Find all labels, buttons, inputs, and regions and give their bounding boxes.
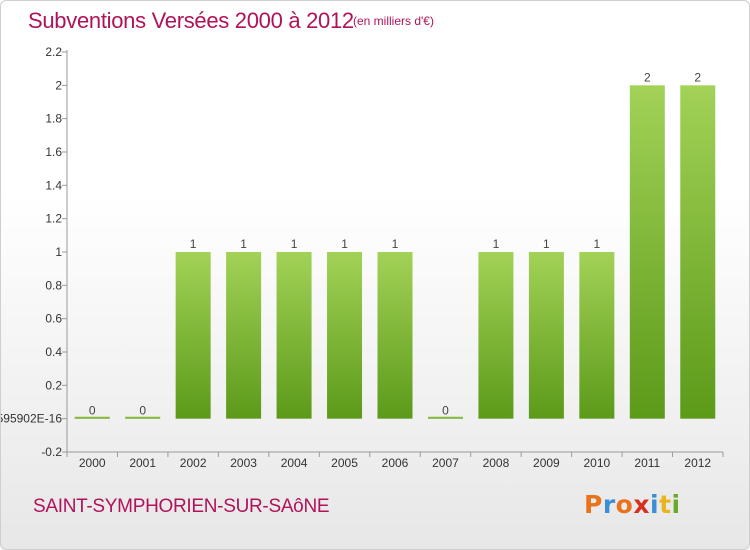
y-tick-label: 1 — [55, 245, 62, 259]
data-label: 1 — [543, 237, 550, 251]
y-tick-label: 2 — [55, 78, 62, 92]
x-tick-label: 2006 — [382, 456, 409, 470]
bar — [629, 85, 665, 419]
y-tick-label: -0.2 — [41, 445, 62, 459]
data-label: 1 — [493, 237, 500, 251]
bar — [528, 252, 564, 419]
y-tick-label: 0.6 — [45, 312, 62, 326]
chart-axes: -0.2 -1.5265566588595902E-16 0.2 0.4 0.6 0.8 1… — [1, 45, 724, 470]
y-tick-label: 1.6 — [45, 145, 62, 159]
x-tick-label: 2003 — [230, 456, 257, 470]
x-tick-label: 2007 — [432, 456, 459, 470]
y-tick-label: 1.2 — [45, 212, 62, 226]
data-label: 1 — [341, 237, 348, 251]
bar — [74, 416, 110, 419]
bar — [478, 252, 514, 419]
chart-subtitle: (en milliers d'€) — [353, 14, 434, 28]
data-label: 2 — [694, 70, 701, 84]
data-label: 1 — [291, 237, 298, 251]
x-tick-label: 2004 — [281, 456, 308, 470]
chart-bars: 0 0 1 1 1 1 1 0 1 1 1 2 2 — [74, 70, 716, 419]
bar — [427, 416, 463, 419]
y-tick-label: 0.2 — [45, 378, 62, 392]
x-tick-label: 2001 — [129, 456, 156, 470]
x-tick-label: 2010 — [583, 456, 610, 470]
bar — [377, 252, 413, 419]
bar — [175, 252, 211, 419]
x-tick-label: 2012 — [684, 456, 711, 470]
bar — [226, 252, 262, 419]
x-tick-label: 2005 — [331, 456, 358, 470]
bar — [579, 252, 615, 419]
data-label: 0 — [89, 404, 96, 418]
commune-name: SAINT-SYMPHORIEN-SUR-SAôNE — [33, 496, 330, 517]
data-label: 1 — [240, 237, 247, 251]
y-tick-label: 0.4 — [45, 345, 62, 359]
y-tick-label: 0.8 — [45, 278, 62, 292]
y-tick-label: 2.2 — [45, 45, 62, 59]
bar — [276, 252, 312, 419]
data-label: 0 — [139, 404, 146, 418]
data-label: 1 — [594, 237, 601, 251]
data-label: 1 — [190, 237, 197, 251]
x-tick-label: 2011 — [634, 456, 660, 470]
chart-title: Subventions Versées 2000 à 2012 — [28, 8, 354, 33]
x-tick-label: 2008 — [483, 456, 510, 470]
bar — [327, 252, 363, 419]
proxiti-logo: Proxiti — [584, 490, 681, 519]
x-tick-label: 2009 — [533, 456, 560, 470]
y-tick-label: 1.4 — [45, 178, 62, 192]
data-label: 2 — [644, 70, 651, 84]
bar — [680, 85, 716, 419]
data-label: 0 — [442, 404, 449, 418]
x-tick-label: 2000 — [79, 456, 106, 470]
bar — [125, 416, 161, 419]
y-tick-label: 1.8 — [45, 112, 62, 126]
data-label: 1 — [392, 237, 399, 251]
x-tick-label: 2002 — [180, 456, 207, 470]
y-tick-label: -1.5265566588595902E-16 — [1, 412, 62, 426]
